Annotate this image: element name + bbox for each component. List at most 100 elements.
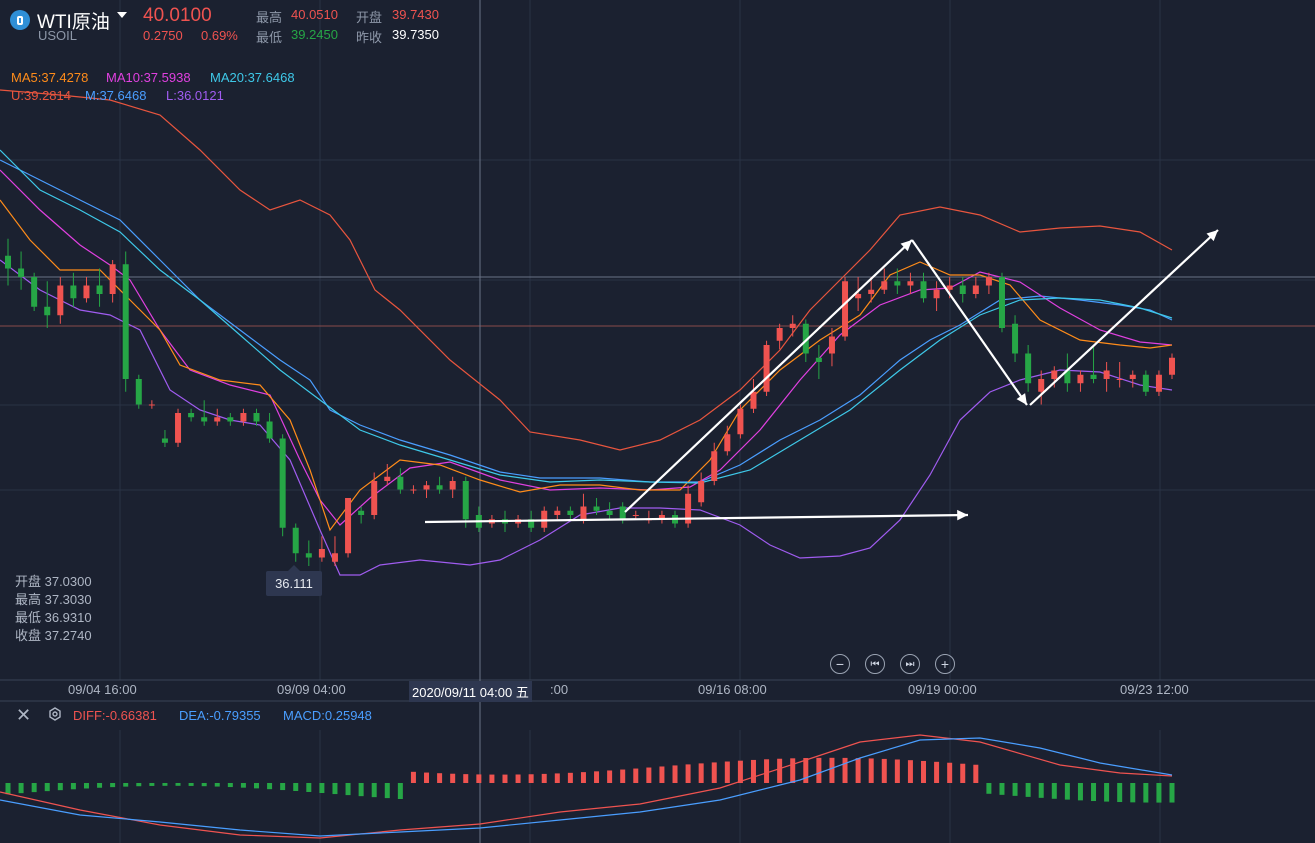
candle-body [253,413,260,422]
macd-histogram-bar [646,767,652,783]
macd-histogram-bar [607,770,613,783]
ohlc-open: 开盘 37.0300 [15,574,92,589]
candle-body [109,264,116,294]
ohlc-panel: 开盘 37.0300 最高 37.3030 最低 36.9310 收盘 37.2… [15,573,92,645]
macd-histogram-bar [410,771,416,783]
candle-body [188,413,195,418]
candle-body [711,451,718,481]
candle-body [541,510,548,528]
candle-body [318,549,325,558]
candle-body [881,281,888,290]
macd-histogram-bar [620,769,626,783]
candle-body [815,357,822,362]
macd-histogram-bar [97,783,103,788]
candle-body [593,506,600,511]
macd-histogram-bar [201,783,207,787]
candle-body [1025,353,1032,384]
macd-histogram-bar [1130,783,1136,803]
candle-body [70,285,77,299]
jump-end-icon[interactable]: ⏭ [900,654,920,674]
candle-body [240,413,247,422]
macd-histogram-bar [1169,783,1175,803]
stat-value-open: 39.7430 [392,7,439,22]
macd-histogram-bar [136,783,142,787]
indicator-ma5: MA5:37.4278 [11,70,89,85]
last-price: 40.0100 [143,5,212,26]
macd-histogram-bar [358,783,364,797]
candle-body [842,281,849,337]
macd-histogram-bar [345,783,351,796]
candle-body [763,345,770,392]
candle-body [750,391,757,409]
macd-histogram-bar [227,783,233,788]
candle-body [462,481,469,520]
candle-body [449,481,456,490]
ma5-line [0,199,1173,532]
time-label-partial: :00 [550,682,569,697]
macd-histogram-bar [280,783,286,791]
symbol-name[interactable]: WTI原油 [37,12,110,33]
macd-histogram-bar [711,762,717,783]
candle-body [658,515,665,520]
candle-body [933,289,940,299]
macd-histogram-bar [18,783,24,794]
macd-histogram-bar [907,760,913,783]
macd-histogram-bar [842,757,848,783]
zoom-out-icon[interactable]: − [830,654,850,674]
macd-histogram-bar [777,758,783,783]
candle-body [1051,370,1058,379]
candle-body [1169,357,1175,375]
candle-body [1077,374,1084,384]
macd-histogram-bar [829,757,835,783]
candle-body [946,285,953,290]
bollinger-upper-line [0,89,1173,451]
macd-dea: DEA:-0.79355 [179,708,261,723]
macd-histogram-bar [750,759,756,783]
zoom-in-icon[interactable]: + [935,654,955,674]
candle-body [135,379,142,405]
ohlc-close: 收盘 37.2740 [15,628,92,643]
price-change: 0.2750 [143,28,183,43]
candle-body [868,289,875,294]
macd-histogram-bar [541,773,547,783]
candle-body [985,277,992,286]
macd-histogram-bar [803,758,809,783]
candle-body [907,281,914,286]
candle-body [5,255,11,269]
macd-histogram-bar [1117,783,1123,803]
macd-histogram-bar [567,772,573,783]
annotation-arrow-up [624,239,913,513]
candle-body [724,434,731,452]
macd-histogram-bar [1091,783,1097,802]
candle-body [436,485,443,490]
jump-start-icon[interactable]: ⏮ [865,654,885,674]
macd-histogram-bar [110,783,116,788]
symbol-code: USOIL [38,28,78,43]
candle-body [972,285,979,294]
candle-body [619,506,626,520]
macd-histogram-bar [267,783,273,790]
stat-label-high: 最高 [256,10,283,25]
stat-value-low: 39.2450 [291,27,338,42]
macd-histogram-bar [672,765,678,783]
macd-histogram-bar [476,774,482,783]
close-indicator-icon[interactable]: ✕ [16,705,32,725]
settings-icon[interactable] [48,707,62,721]
stat-value-prev-close: 39.7350 [392,27,439,42]
macd-histogram-bar [83,783,89,789]
symbol-dropdown-icon[interactable] [117,12,127,18]
candle-body [828,336,835,354]
macd-histogram-bar [1051,783,1057,799]
candle-body [567,510,574,515]
candle-body [148,404,155,406]
macd-histogram-bar [31,783,37,793]
candle-body [1038,379,1045,392]
macd-diff: DIFF:-0.66381 [73,708,157,723]
time-label: 09/23 12:00 [1120,682,1189,697]
macd-histogram-bar [397,783,403,800]
annotation-arrow-flat [424,513,969,524]
macd-histogram-bar [855,758,861,783]
indicator-ma10: MA10:37.5938 [106,70,191,85]
candle-body [632,515,639,516]
